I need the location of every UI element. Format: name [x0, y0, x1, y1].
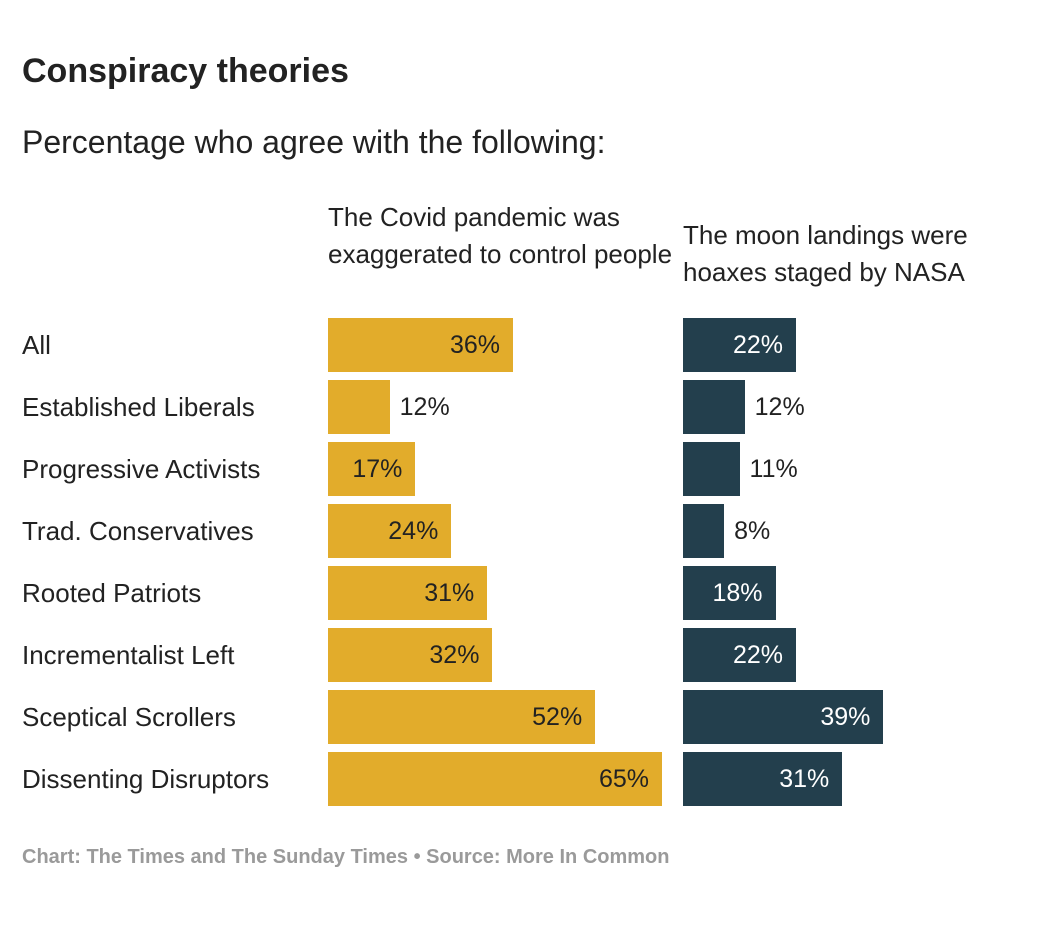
- bar-moon: [683, 628, 796, 682]
- bar-covid: [328, 380, 390, 434]
- bar-value-label-covid: 65%: [598, 765, 649, 793]
- bar-value-label-moon: 12%: [754, 393, 805, 421]
- row-label: Rooted Patriots: [22, 578, 202, 608]
- bar-moon: [683, 752, 843, 806]
- bar-moon: [683, 380, 745, 434]
- bar-value-label-moon: 31%: [779, 765, 830, 793]
- bar-value-label-moon: 22%: [733, 331, 784, 359]
- bar-covid: [328, 628, 493, 682]
- bar-moon: [683, 318, 796, 372]
- bar-value-label-covid: 52%: [532, 703, 583, 731]
- bar-value-label-covid: 31%: [424, 579, 475, 607]
- chart-title: Conspiracy theories: [22, 52, 349, 90]
- bar-value-label-moon: 22%: [733, 641, 784, 669]
- bar-moon: [683, 504, 725, 558]
- bar-value-label-moon: 18%: [712, 579, 763, 607]
- bar-covid: [328, 504, 452, 558]
- bar-covid: [328, 442, 416, 496]
- bar-moon: [683, 442, 740, 496]
- bar-moon: [683, 690, 884, 744]
- row-label: Dissenting Disruptors: [22, 764, 270, 794]
- bar-value-label-covid: 36%: [449, 331, 500, 359]
- bar-covid: [328, 318, 513, 372]
- row-label: Sceptical Scrollers: [22, 702, 236, 732]
- bar-covid: [328, 752, 662, 806]
- column-header-covid: The Covid pandemic was exaggerated to co…: [328, 202, 673, 269]
- row-label: Established Liberals: [22, 392, 255, 422]
- bar-covid: [328, 690, 596, 744]
- chart-subtitle: Percentage who agree with the following:: [22, 124, 606, 160]
- bar-value-label-moon: 39%: [820, 703, 871, 731]
- row-label: All: [22, 330, 51, 360]
- column-header-moon: The moon landings were hoaxes staged by …: [683, 220, 968, 287]
- bar-value-label-covid: 32%: [429, 641, 480, 669]
- bar-moon: [683, 566, 776, 620]
- bar-value-label-covid: 12%: [399, 393, 450, 421]
- bar-value-label-moon: 8%: [734, 517, 771, 545]
- row-label: Trad. Conservatives: [22, 516, 254, 546]
- row-label: Incrementalist Left: [22, 640, 235, 670]
- row-label: Progressive Activists: [22, 454, 261, 484]
- chart-footer: Chart: The Times and The Sunday Times • …: [22, 846, 670, 868]
- bar-value-label-covid: 24%: [388, 517, 439, 545]
- bar-covid: [328, 566, 488, 620]
- bar-value-label-moon: 11%: [749, 455, 798, 483]
- bar-value-label-covid: 17%: [352, 455, 403, 483]
